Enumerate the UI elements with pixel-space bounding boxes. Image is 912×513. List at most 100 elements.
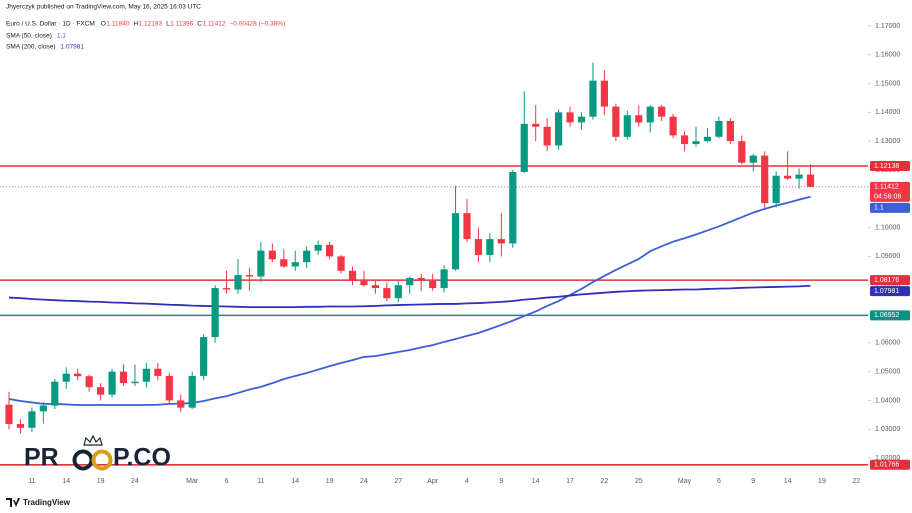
candle-body bbox=[142, 368, 150, 382]
legend-name: SMA (50, close) bbox=[6, 33, 52, 40]
candle-body bbox=[28, 411, 36, 428]
candle-body bbox=[131, 381, 139, 384]
candle-body bbox=[16, 424, 25, 428]
candle-body bbox=[761, 155, 769, 204]
sma-line bbox=[8, 284, 811, 308]
candle-body bbox=[703, 136, 712, 142]
ohlc-value: 1.11412 bbox=[202, 21, 225, 28]
y-tick-label: 1.02000 bbox=[875, 455, 900, 462]
watermark-left: PR bbox=[24, 444, 59, 472]
candle-body bbox=[268, 250, 276, 260]
candle-body bbox=[406, 277, 414, 286]
candle-body bbox=[74, 373, 82, 377]
candle-body bbox=[280, 259, 288, 267]
candle-body bbox=[646, 106, 654, 123]
candle-body bbox=[555, 112, 563, 146]
candle-body bbox=[784, 175, 792, 179]
candle-body bbox=[245, 275, 254, 277]
watermark-right: P.CO bbox=[113, 444, 171, 472]
candle-body bbox=[303, 250, 311, 263]
footer-logo: TradingView bbox=[6, 498, 71, 507]
watermark-crown bbox=[83, 434, 103, 446]
candle-body bbox=[726, 120, 734, 142]
candle-body bbox=[165, 375, 173, 401]
y-tick-label: 1.15000 bbox=[875, 80, 900, 87]
candle-body bbox=[108, 371, 116, 395]
candle-body bbox=[200, 337, 208, 376]
y-tick-label: 1.17000 bbox=[875, 23, 900, 30]
watermark-ring bbox=[91, 449, 113, 471]
candle-body bbox=[39, 405, 47, 412]
y-tick-label: 1.16000 bbox=[875, 52, 900, 59]
price-badge bbox=[870, 181, 910, 202]
x-tick-label: 9 bbox=[751, 478, 755, 485]
candle-body bbox=[417, 277, 425, 281]
legend-name: SMA (200, close) bbox=[6, 44, 56, 51]
candle-body bbox=[234, 275, 242, 290]
candle-body bbox=[738, 141, 746, 163]
candle-body bbox=[383, 288, 391, 299]
y-tick-label: 1.14000 bbox=[875, 109, 900, 116]
candle-body bbox=[429, 280, 437, 289]
x-tick-label: 14 bbox=[291, 478, 299, 485]
ohlc-label: C bbox=[197, 21, 202, 28]
candle-body bbox=[360, 280, 368, 286]
candle-body bbox=[51, 381, 59, 406]
x-tick-label: 4 bbox=[465, 478, 469, 485]
x-tick-label: 24 bbox=[131, 478, 139, 485]
candle-body bbox=[589, 80, 597, 117]
candle-body bbox=[463, 213, 471, 240]
candle-body bbox=[257, 250, 265, 277]
y-tick-label: 1.08000 bbox=[875, 282, 900, 289]
price-badge-label: 1.1 bbox=[874, 205, 884, 212]
x-tick-label: 6 bbox=[717, 478, 721, 485]
candle-body bbox=[509, 171, 517, 244]
candle-body bbox=[486, 239, 494, 255]
x-tick-label: 14 bbox=[532, 478, 540, 485]
y-tick-label: 1.03000 bbox=[875, 426, 900, 433]
candle-body bbox=[715, 120, 723, 137]
candle-body bbox=[669, 116, 677, 136]
y-tick-label: 1.06000 bbox=[875, 340, 900, 347]
ohlc-label: O bbox=[101, 21, 106, 28]
x-tick-label: 27 bbox=[394, 478, 402, 485]
candle-body bbox=[772, 175, 780, 204]
x-tick-label: 25 bbox=[635, 478, 643, 485]
candle-body bbox=[394, 285, 402, 299]
candle-body bbox=[577, 116, 586, 123]
candle-body bbox=[154, 368, 162, 376]
price-badge bbox=[870, 310, 910, 321]
legend-value: 1.07981 bbox=[61, 44, 85, 51]
candle-body bbox=[635, 115, 643, 123]
x-tick-label: 14 bbox=[62, 478, 70, 485]
x-tick-label: May bbox=[678, 478, 692, 485]
x-tick-label: 6 bbox=[225, 478, 229, 485]
candle-body bbox=[177, 400, 185, 408]
y-tick-label: 1.04000 bbox=[875, 397, 900, 404]
watermark-ring bbox=[72, 449, 94, 471]
candle-body bbox=[188, 375, 196, 408]
price-badge bbox=[870, 160, 910, 171]
candle-body bbox=[97, 387, 105, 395]
candle-body bbox=[658, 106, 666, 117]
y-tick-label: 1.13000 bbox=[875, 138, 900, 145]
candle-body bbox=[348, 270, 357, 281]
candle-body bbox=[119, 371, 128, 384]
x-tick-label: 11 bbox=[28, 478, 35, 485]
x-tick-label: 22 bbox=[852, 478, 860, 485]
candle-body bbox=[5, 404, 13, 425]
logo-icon bbox=[6, 498, 20, 507]
x-tick-label: 17 bbox=[566, 478, 574, 485]
candle-body bbox=[222, 288, 231, 290]
price-badge-label: 1.01766 bbox=[874, 462, 899, 469]
x-tick-label: Apr bbox=[427, 478, 439, 485]
plot-area: 1.020001.030001.040001.050001.060001.070… bbox=[0, 23, 910, 485]
candle-body bbox=[520, 123, 528, 172]
candle-body bbox=[440, 269, 448, 289]
price-badge-label: 1.11412 bbox=[874, 184, 899, 191]
symbol-header: Euro / U.S. Dollar · 1D · FXCM O 1.11840 H… bbox=[6, 21, 285, 51]
ohlc-value: 1.12193 bbox=[139, 21, 163, 28]
price-badge bbox=[870, 286, 910, 297]
